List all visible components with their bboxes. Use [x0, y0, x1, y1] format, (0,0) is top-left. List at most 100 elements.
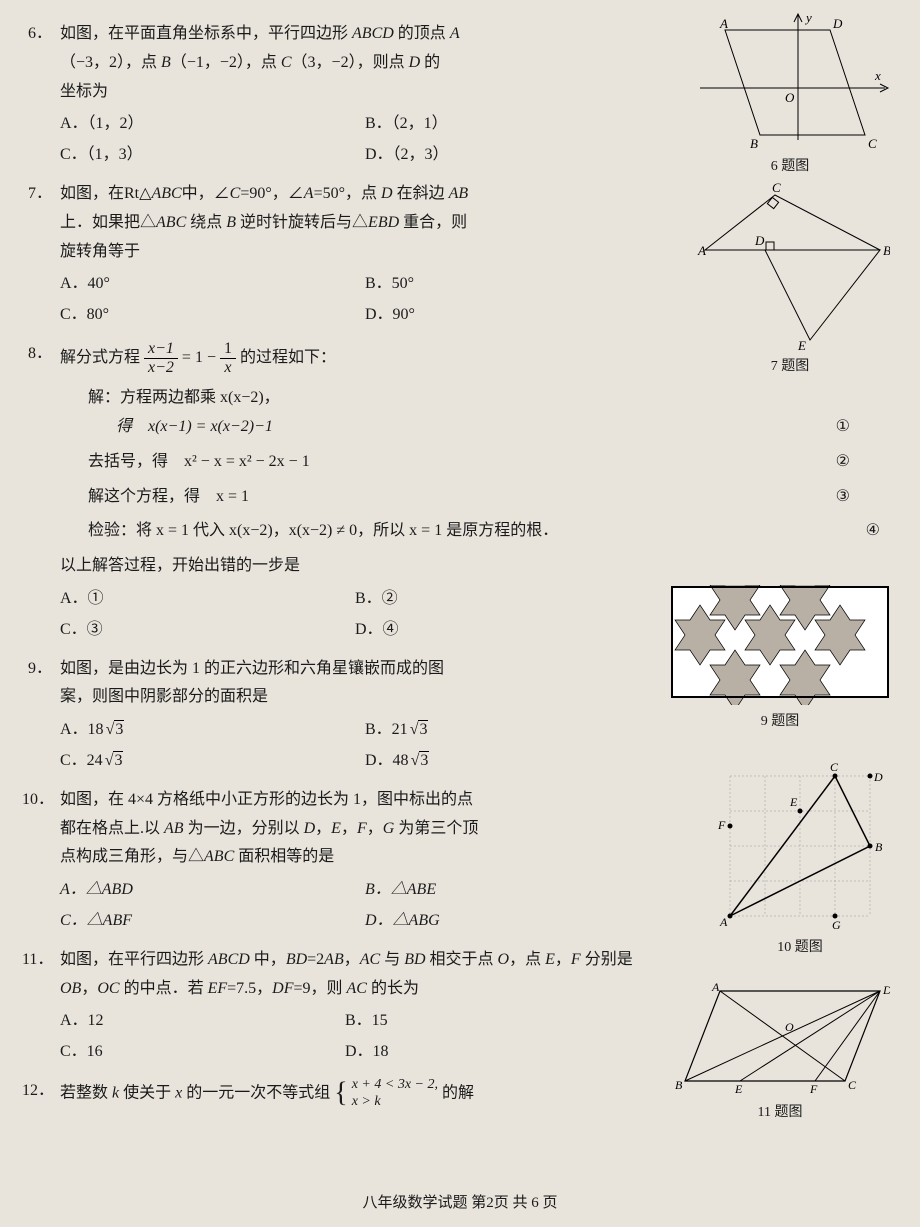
q7-fig-C: C: [772, 180, 781, 195]
q8-f1n: x−1: [144, 340, 178, 359]
q11-number: 11．: [22, 946, 53, 975]
q7-svg: A B C D E: [690, 180, 890, 350]
q8-optA: A．①: [60, 585, 355, 614]
q7-options: A．40° B．50° C．80° D．90°: [60, 270, 670, 332]
q7-ABC: ABC: [151, 185, 181, 202]
q10-G: G: [383, 820, 395, 837]
q10-fig-G: G: [832, 918, 841, 931]
q7-l1b: 中，∠: [182, 185, 230, 202]
q11-l2e: =9，则: [294, 980, 347, 997]
q7-number: 7．: [28, 180, 52, 209]
q11-l1d: 与: [380, 951, 404, 968]
q10-options: A．△ABD B．△ABE C．△ABF D．△ABG: [60, 876, 670, 938]
q11-F: F: [571, 951, 581, 968]
q9-l2: 案，则图中阴影部分的面积是: [60, 688, 268, 705]
q8-optC: C．③: [60, 616, 355, 645]
q8-s4: 检验：将 x = 1 代入 x(x−2)，x(x−2) ≠ 0，所以 x = 1…: [88, 517, 558, 546]
q8-f2d: x: [220, 359, 236, 377]
q9-oB-sqrt: 3: [408, 716, 429, 745]
q6-B: B: [161, 54, 171, 71]
q9-optD: D．483: [365, 747, 670, 776]
q10-c2: ，: [341, 820, 357, 837]
q12-system: x + 4 < 3x − 2, x > k: [352, 1077, 438, 1111]
q11-fig-A: A: [711, 981, 720, 994]
q12-l1c: 的一元一次不等式组: [182, 1084, 334, 1101]
q10-optC: C．△ABF: [60, 907, 365, 936]
q6-D: D: [409, 54, 421, 71]
q7-fig-B: B: [883, 243, 890, 258]
q8-c2: ②: [836, 448, 850, 477]
q7-l2a: 上．如果把△: [60, 214, 156, 231]
q11-BD2: BD: [404, 951, 425, 968]
q8-step4: 检验：将 x = 1 代入 x(x−2)，x(x−2) ≠ 0，所以 x = 1…: [88, 517, 890, 546]
q10-c3: ，: [367, 820, 383, 837]
q12-sys1: x + 4 < 3x − 2,: [352, 1077, 438, 1094]
q8-optD: D．④: [355, 616, 650, 645]
q7-AB: AB: [449, 185, 469, 202]
q9-optC: C．24 3: [60, 747, 365, 776]
q10-l1: 如图，在 4×4 方格纸中小正方形的边长为 1，图中标出的点: [60, 791, 473, 808]
q9-figlabel: 9 题图: [761, 714, 800, 729]
q7-optA: A．40°: [60, 270, 365, 299]
q9-oC-rad: 3: [113, 751, 123, 769]
q6-fig-A: A: [719, 16, 728, 31]
q11-l2b: ，: [81, 980, 97, 997]
q6-svg: A D B C O x y: [690, 10, 890, 150]
q10-fig-D: D: [873, 770, 883, 784]
q6-C: C: [281, 54, 292, 71]
q8-step2: 去括号，得 x² − x = x² − 2x − 1②: [88, 448, 890, 477]
q6-fig-O: O: [785, 90, 795, 105]
question-6: 6． 如图，在平面直角坐标系中，平行四边形 ABCD 的顶点 A （−3，2），…: [60, 20, 890, 172]
q7-Dpt: D: [381, 185, 393, 202]
q11-ABCD: ABCD: [208, 951, 250, 968]
q7-l2b: 绕点: [186, 214, 226, 231]
q9-l1: 如图，是由边长为 1 的正六边形和六角星镶嵌而成的图: [60, 660, 444, 677]
q6-number: 6．: [28, 20, 52, 49]
q11-l2f: 的长为: [367, 980, 419, 997]
q10-fig-B: B: [875, 840, 883, 854]
q9-svg: [670, 585, 890, 705]
q10-AB: AB: [164, 820, 184, 837]
question-12: 12． 若整数 k 使关于 x 的一元一次不等式组 { x + 4 < 3x −…: [60, 1077, 890, 1111]
q8-number: 8．: [28, 340, 52, 369]
q11-l1e: 相交于点: [426, 951, 498, 968]
q9-optA: A．183: [60, 716, 365, 745]
q12-body: 若整数 k 使关于 x 的一元一次不等式组 { x + 4 < 3x − 2, …: [60, 1077, 890, 1111]
q11-fig-O: O: [785, 1020, 794, 1034]
q9-figure: 9 题图: [670, 585, 890, 734]
q11-l2d: =7.5，: [227, 980, 272, 997]
q6-t1b: 的顶点: [394, 25, 450, 42]
q9-oB-pre: B．21: [365, 721, 408, 738]
q9-oC-pre: C．24: [60, 752, 103, 769]
q7-ABC2: ABC: [156, 214, 186, 231]
q11-EF: EF: [208, 980, 228, 997]
question-11: 11． 如图，在平行四边形 ABCD 中，BD=2AB，AC 与 BD 相交于点…: [60, 946, 890, 1069]
q7-optC: C．80°: [60, 301, 365, 330]
q7-Aeq: A: [304, 185, 314, 202]
q11-OB: OB: [60, 980, 81, 997]
q9-oD-pre: D．48: [365, 752, 409, 769]
q7-l1d: =50°，点: [314, 185, 381, 202]
question-7: 7． 如图，在Rt△ABC中，∠C=90°，∠A=50°，点 D 在斜边 AB …: [60, 180, 890, 332]
q10-E: E: [331, 820, 341, 837]
q6-optD: D．（2，3）: [365, 141, 670, 170]
q10-l2b: 为一边，分别以: [184, 820, 304, 837]
q7-l3: 旋转角等于: [60, 243, 140, 260]
q10-optD: D．△ABG: [365, 907, 670, 936]
q10-D: D: [304, 820, 316, 837]
q11-eq1: =2: [307, 951, 324, 968]
q8-lend: 以上解答过程，开始出错的一步是: [60, 552, 890, 581]
q11-DF: DF: [272, 980, 293, 997]
q11-AC2: AC: [347, 980, 367, 997]
q11-l1b: 中，: [250, 951, 286, 968]
q6-t2b: （−1，−2），点: [171, 54, 281, 71]
q11-optB: B．15: [345, 1007, 630, 1036]
q10-fig-A: A: [719, 915, 728, 929]
q9-optB: B．213: [365, 716, 670, 745]
q10-figure: A B C D E F G 10 题图: [710, 761, 890, 960]
q8-l1a: 解分式方程: [60, 349, 144, 366]
q7-l2c: 逆时针旋转后与△: [236, 214, 368, 231]
q7-fig-A: A: [697, 243, 706, 258]
q6-optC: C．（1，3）: [60, 141, 365, 170]
q6-t3: 坐标为: [60, 83, 108, 100]
